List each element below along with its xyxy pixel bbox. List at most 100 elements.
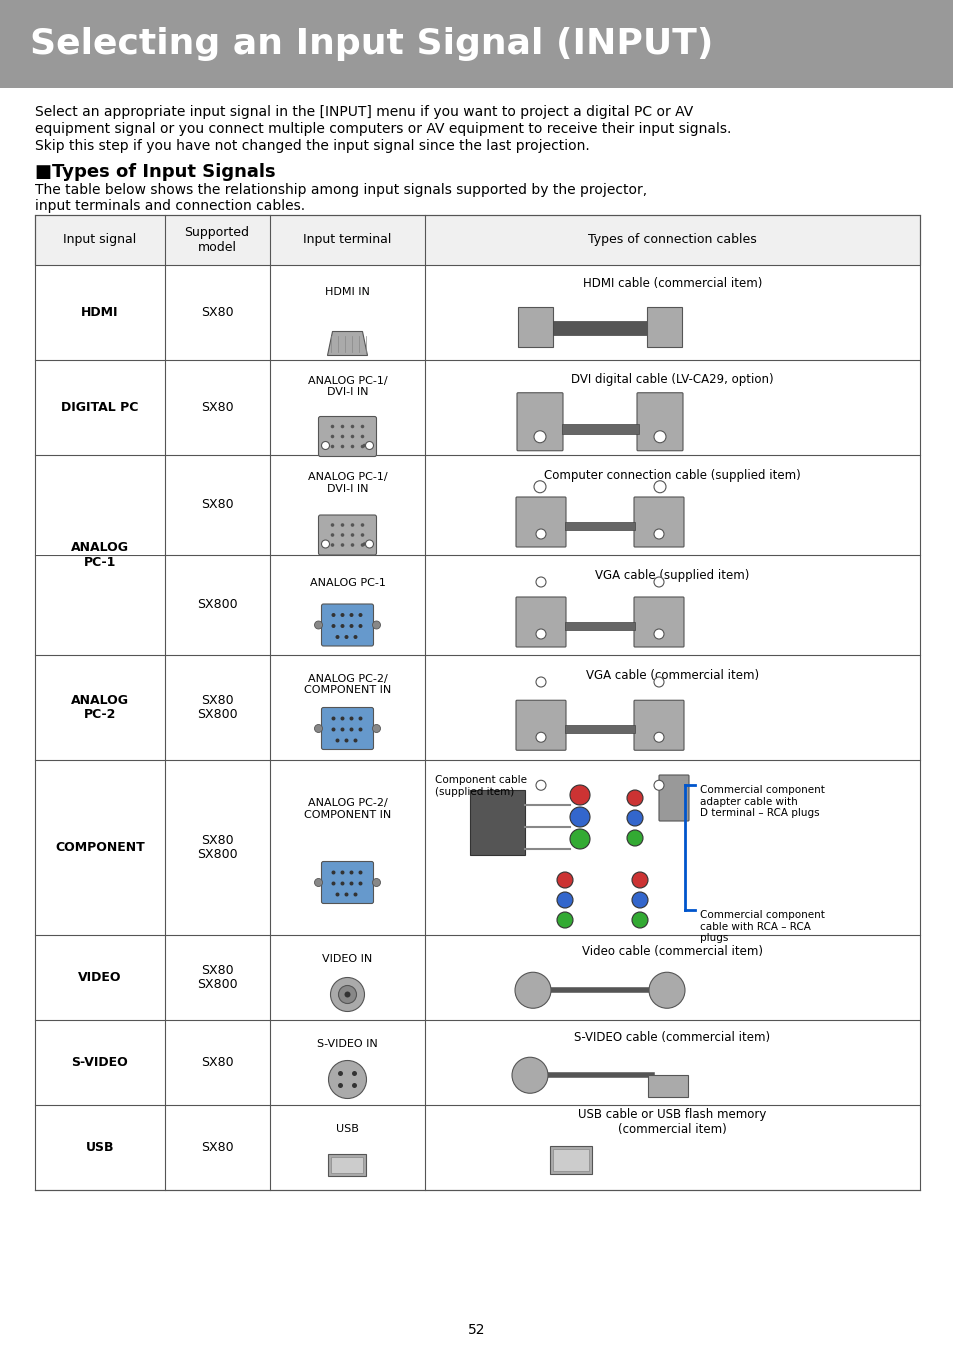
Circle shape: [349, 625, 354, 627]
Circle shape: [337, 1071, 343, 1076]
Text: COMPONENT: COMPONENT: [55, 841, 145, 854]
Bar: [36, 553, 164, 554]
Circle shape: [349, 871, 354, 875]
Text: VGA cable (commercial item): VGA cable (commercial item): [585, 669, 759, 683]
Circle shape: [358, 612, 362, 617]
Circle shape: [536, 529, 545, 539]
Circle shape: [340, 435, 344, 438]
Circle shape: [340, 727, 344, 731]
Circle shape: [654, 529, 663, 539]
FancyBboxPatch shape: [321, 707, 374, 749]
Circle shape: [331, 425, 334, 429]
Text: HDMI: HDMI: [81, 306, 118, 319]
Circle shape: [340, 445, 344, 449]
Text: SX800: SX800: [197, 599, 237, 611]
Text: S-VIDEO IN: S-VIDEO IN: [316, 1038, 377, 1049]
Circle shape: [515, 972, 551, 1009]
FancyBboxPatch shape: [634, 498, 683, 548]
Circle shape: [344, 991, 350, 998]
Bar: [470, 790, 524, 854]
Circle shape: [351, 544, 354, 546]
Circle shape: [331, 533, 334, 537]
Circle shape: [331, 445, 334, 449]
Circle shape: [351, 445, 354, 449]
Circle shape: [536, 733, 545, 742]
Circle shape: [331, 523, 334, 527]
Circle shape: [365, 539, 374, 548]
Circle shape: [362, 443, 366, 448]
Polygon shape: [327, 331, 367, 356]
Circle shape: [360, 523, 364, 527]
Text: ANALOG PC-1/
DVI-I IN: ANALOG PC-1/ DVI-I IN: [308, 472, 387, 493]
Text: DVI digital cable (LV-CA29, option): DVI digital cable (LV-CA29, option): [571, 373, 773, 385]
FancyBboxPatch shape: [637, 392, 682, 450]
Circle shape: [314, 879, 322, 887]
Bar: [550, 1146, 592, 1175]
Text: Commercial component
cable with RCA – RCA
plugs: Commercial component cable with RCA – RC…: [700, 910, 824, 944]
Circle shape: [349, 717, 354, 721]
Circle shape: [351, 533, 354, 537]
Text: SX80: SX80: [201, 1141, 233, 1155]
Circle shape: [654, 733, 663, 742]
Circle shape: [358, 717, 362, 721]
Circle shape: [331, 625, 335, 627]
Circle shape: [631, 892, 647, 909]
Bar: [553, 1149, 588, 1171]
FancyBboxPatch shape: [516, 498, 565, 548]
Circle shape: [631, 872, 647, 888]
Circle shape: [349, 727, 354, 731]
Text: Types of connection cables: Types of connection cables: [587, 234, 756, 246]
Circle shape: [372, 621, 380, 629]
Circle shape: [626, 790, 642, 806]
FancyBboxPatch shape: [659, 775, 688, 821]
Circle shape: [331, 717, 335, 721]
Text: ANALOG PC-1: ANALOG PC-1: [309, 579, 385, 588]
Circle shape: [340, 625, 344, 627]
Circle shape: [358, 625, 362, 627]
Circle shape: [351, 523, 354, 527]
Bar: [646, 307, 681, 346]
Circle shape: [358, 727, 362, 731]
Text: SX80
SX800: SX80 SX800: [197, 833, 237, 861]
Circle shape: [328, 1060, 366, 1098]
Circle shape: [654, 577, 663, 587]
Circle shape: [360, 435, 364, 438]
Circle shape: [648, 972, 684, 1009]
Circle shape: [321, 442, 329, 449]
Text: S-VIDEO: S-VIDEO: [71, 1056, 129, 1069]
FancyBboxPatch shape: [318, 416, 376, 457]
Bar: [517, 307, 553, 346]
Circle shape: [330, 977, 364, 1011]
Circle shape: [335, 738, 339, 742]
Text: Input terminal: Input terminal: [302, 234, 391, 246]
Circle shape: [351, 425, 354, 429]
Circle shape: [654, 780, 663, 791]
Text: SX80
SX800: SX80 SX800: [197, 694, 237, 722]
Circle shape: [354, 738, 357, 742]
Circle shape: [335, 635, 339, 639]
Circle shape: [331, 435, 334, 438]
Circle shape: [331, 871, 335, 875]
Circle shape: [536, 629, 545, 639]
Circle shape: [340, 717, 344, 721]
FancyBboxPatch shape: [634, 598, 683, 648]
Circle shape: [362, 542, 366, 546]
Text: HDMI IN: HDMI IN: [325, 287, 370, 296]
Circle shape: [331, 612, 335, 617]
Text: Supported
model: Supported model: [184, 226, 250, 254]
Text: Input signal: Input signal: [63, 234, 136, 246]
Text: SX80
SX800: SX80 SX800: [197, 964, 237, 991]
Circle shape: [360, 425, 364, 429]
Bar: [328, 1153, 366, 1175]
Bar: [0, 0, 953, 88]
Circle shape: [349, 882, 354, 886]
Bar: [35, 215, 919, 265]
Text: Commercial component
adapter cable with
D terminal – RCA plugs: Commercial component adapter cable with …: [700, 786, 824, 818]
FancyBboxPatch shape: [318, 515, 376, 556]
Circle shape: [536, 677, 545, 687]
Text: equipment signal or you connect multiple computers or AV equipment to receive th: equipment signal or you connect multiple…: [35, 122, 731, 137]
Text: ANALOG PC-1/
DVI-I IN: ANALOG PC-1/ DVI-I IN: [308, 376, 387, 397]
Circle shape: [569, 829, 589, 849]
Circle shape: [340, 882, 344, 886]
Circle shape: [358, 882, 362, 886]
